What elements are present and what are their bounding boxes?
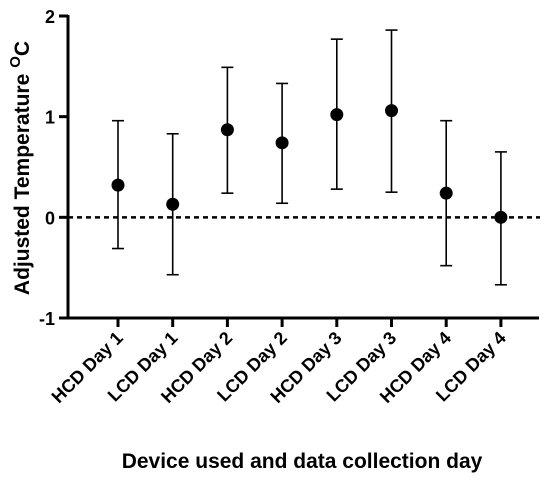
- y-tick-label: 0: [45, 208, 55, 228]
- data-point: [385, 104, 398, 118]
- data-point: [220, 123, 234, 137]
- data-point: [166, 197, 180, 211]
- y-axis-title: Adjusted TemperatureOC: [7, 41, 34, 295]
- x-axis-title: Device used and data collection day: [122, 450, 483, 473]
- y-tick-label: -1: [39, 309, 55, 329]
- data-point: [330, 108, 344, 122]
- y-tick-label: 1: [45, 108, 55, 128]
- data-point: [275, 136, 289, 150]
- data-point: [111, 178, 125, 192]
- data-point: [494, 210, 508, 224]
- data-point: [439, 186, 453, 200]
- y-tick-label: 2: [45, 7, 55, 27]
